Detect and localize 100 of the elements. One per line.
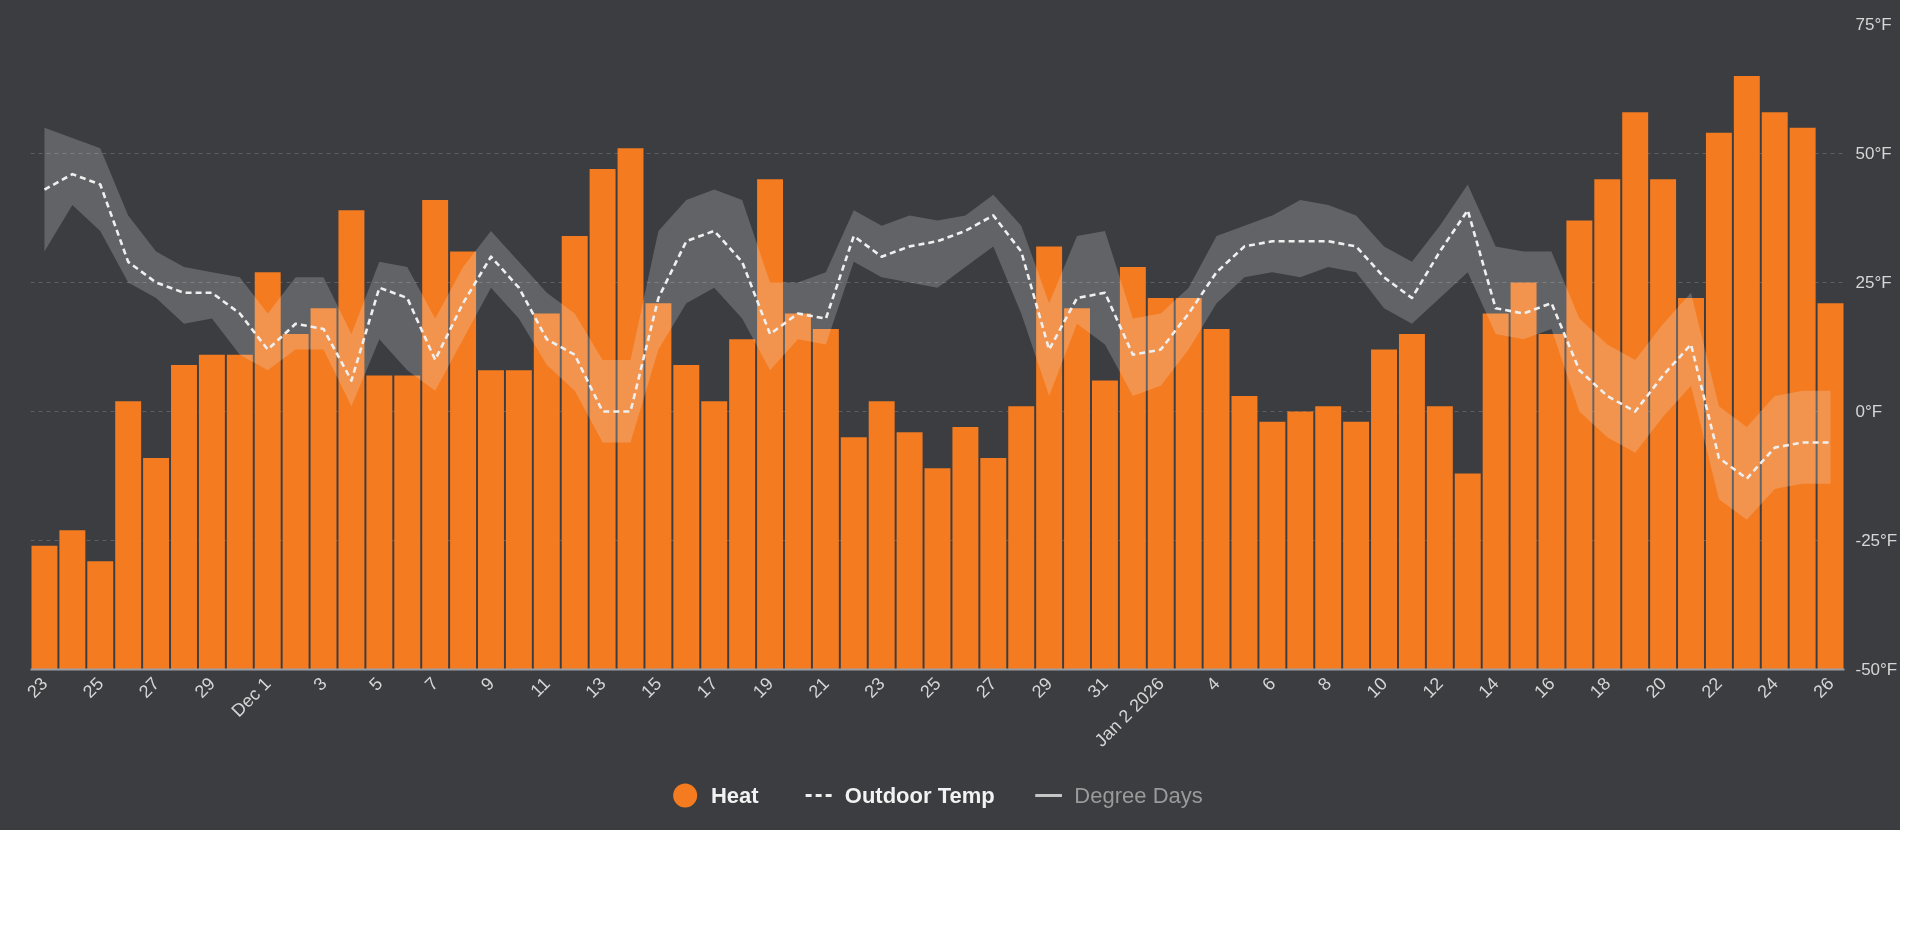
bar — [31, 545, 58, 670]
x-tick-label: 15 — [637, 673, 666, 702]
bar — [1622, 112, 1649, 670]
bar — [1287, 411, 1314, 670]
x-tick-label: 5 — [365, 673, 387, 695]
bar — [226, 354, 253, 670]
bar — [1650, 179, 1677, 670]
x-tick-label: 29 — [1027, 673, 1057, 702]
x-tick-label: 14 — [1474, 673, 1503, 702]
x-tick-label: 7 — [421, 673, 443, 695]
bar — [701, 401, 728, 670]
bar — [1398, 334, 1425, 670]
bar — [282, 334, 309, 670]
bar — [1147, 297, 1174, 670]
x-tick-label: 27 — [972, 673, 1001, 702]
y-tick-label: 50°F — [1855, 144, 1892, 163]
x-tick-label: 19 — [748, 673, 778, 702]
x-tick-label: 24 — [1753, 673, 1782, 702]
legend-label: Heat — [710, 783, 760, 808]
bar — [1203, 328, 1230, 670]
x-tick-label: 3 — [309, 673, 331, 695]
bar — [59, 530, 86, 670]
bar — [1566, 220, 1593, 670]
bar — [1789, 127, 1816, 670]
bar — [1119, 267, 1146, 670]
bar — [589, 168, 616, 670]
y-tick-label: 75°F — [1855, 15, 1892, 34]
x-tick-label: 20 — [1641, 673, 1671, 702]
x-tick-label: 29 — [190, 673, 219, 702]
bar — [450, 251, 477, 670]
x-tick-label: 10 — [1362, 673, 1392, 702]
bar — [784, 313, 811, 670]
x-tick-label: 8 — [1314, 673, 1336, 695]
legend-label: Degree Days — [1074, 783, 1203, 808]
bar — [1705, 132, 1732, 670]
bar — [1678, 297, 1704, 670]
bar — [366, 375, 393, 670]
bar — [757, 179, 784, 670]
bar — [952, 426, 979, 670]
x-tick-label: 23 — [860, 673, 889, 702]
bar — [1036, 246, 1063, 670]
x-tick-label: 23 — [23, 673, 52, 702]
bar — [87, 561, 114, 670]
bar — [198, 354, 225, 670]
bar — [143, 457, 170, 670]
y-tick-label: 0°F — [1855, 402, 1883, 421]
bar — [617, 148, 644, 670]
bar — [1482, 313, 1509, 670]
x-tick-label: 25 — [916, 673, 945, 702]
bar — [1817, 303, 1844, 670]
bar — [980, 457, 1007, 670]
x-tick-label: 9 — [476, 673, 499, 695]
x-tick-label: 12 — [1418, 673, 1447, 702]
bar — [1343, 421, 1370, 670]
bar — [840, 437, 867, 670]
x-tick-label: 4 — [1202, 673, 1224, 695]
bar — [896, 432, 923, 670]
bar — [1733, 76, 1760, 670]
x-tick-label: Dec 1 — [227, 673, 275, 721]
x-tick-label: 6 — [1258, 673, 1280, 695]
bar — [673, 365, 700, 670]
bar — [254, 272, 281, 670]
bar — [868, 401, 895, 670]
bar — [394, 375, 421, 670]
bar — [561, 236, 588, 670]
x-tick-label: 18 — [1586, 673, 1615, 702]
x-tick-label: 22 — [1697, 673, 1726, 702]
bar — [1454, 473, 1481, 670]
y-tick-label: 25°F — [1855, 273, 1892, 292]
bar — [1175, 297, 1202, 670]
bar — [505, 370, 532, 670]
bar — [115, 401, 142, 670]
bar — [1761, 112, 1788, 670]
bar — [171, 365, 197, 670]
bar — [478, 370, 504, 670]
bar — [1231, 396, 1258, 670]
bar — [812, 328, 839, 670]
bar — [1371, 349, 1397, 670]
bar — [533, 313, 560, 670]
bar — [1594, 179, 1621, 670]
bar — [924, 468, 951, 670]
y-tick-label: -50°F — [1855, 660, 1898, 679]
bar — [1315, 406, 1342, 670]
bar — [645, 303, 672, 670]
bar — [422, 199, 449, 670]
line-series — [43, 172, 1832, 480]
x-tick-label: 26 — [1809, 673, 1838, 702]
x-tick-label: 17 — [693, 673, 722, 702]
x-tick-label: 13 — [581, 673, 610, 702]
x-tick-label: 31 — [1083, 673, 1113, 702]
x-tick-label: 21 — [804, 673, 833, 702]
bar — [1064, 308, 1091, 670]
bar — [1008, 406, 1035, 670]
bar — [729, 339, 756, 670]
bar — [1426, 406, 1453, 670]
y-tick-label: -25°F — [1855, 531, 1898, 550]
x-tick-label: 16 — [1530, 673, 1559, 702]
legend-label: Outdoor Temp — [844, 783, 995, 808]
x-tick-label: 25 — [79, 673, 108, 702]
x-tick-label: 11 — [526, 673, 554, 701]
